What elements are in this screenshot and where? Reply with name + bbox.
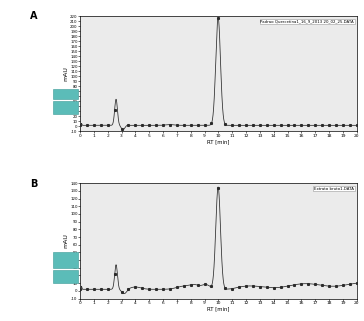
Text: Padrao Quercetina1_16_9_2013 20_02_25.DATA: Padrao Quercetina1_16_9_2013 20_02_25.DA… — [260, 20, 354, 23]
X-axis label: RT [min]: RT [min] — [207, 140, 230, 144]
Y-axis label: mAU: mAU — [64, 66, 69, 81]
X-axis label: RT [min]: RT [min] — [207, 307, 230, 312]
Text: B: B — [30, 178, 37, 189]
Y-axis label: mAU: mAU — [64, 233, 69, 248]
Text: A: A — [30, 12, 38, 22]
Text: Extrato bruto1.DATA: Extrato bruto1.DATA — [314, 187, 354, 191]
